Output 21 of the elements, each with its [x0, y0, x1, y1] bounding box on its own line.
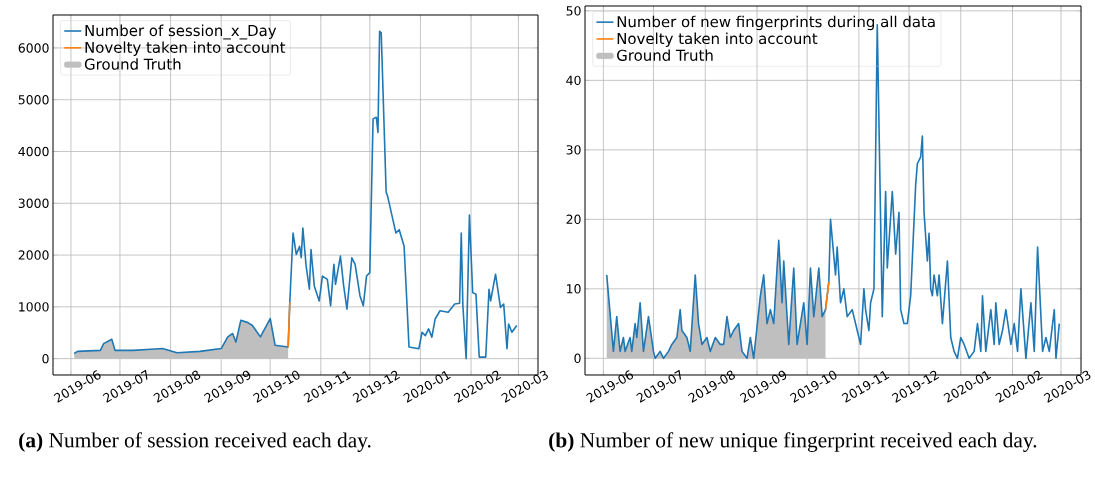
y-tick-label: 40: [566, 75, 581, 86]
legend-label: Number of session_x_Day: [85, 24, 277, 40]
text: (a) Number of session received each day.: [19, 432, 371, 452]
legend-label: Ground Truth: [84, 58, 181, 70]
legend-label: Novelty taken into account: [617, 32, 818, 48]
y-tick-label: 2000: [18, 250, 49, 260]
legend-label: Novelty taken into account: [85, 41, 286, 56]
y-tick-label: 5000: [18, 95, 49, 105]
y-tick-label: 50: [566, 6, 581, 16]
y-tick-label: 20: [566, 214, 581, 225]
y-tick-label: 30: [566, 145, 581, 155]
y-tick-label: 0: [574, 353, 581, 364]
text: (b) Number of new unique fingerprint received each day.: [549, 432, 1037, 452]
y-tick-label: 10: [567, 284, 581, 294]
legend-label: Ground Truth: [617, 49, 713, 61]
y-tick-label: 6000: [18, 43, 49, 53]
y-tick-label: 1000: [19, 302, 49, 312]
legend-label: Number of new fingerprints during all data: [617, 15, 935, 31]
y-tick-label: 0: [42, 353, 49, 364]
y-tick-label: 4000: [18, 146, 49, 157]
y-tick-label: 3000: [18, 198, 49, 208]
